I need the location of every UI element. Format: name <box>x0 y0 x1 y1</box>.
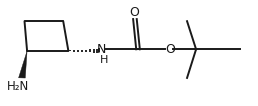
Text: H: H <box>100 55 108 65</box>
Text: N: N <box>97 43 107 56</box>
Text: O: O <box>129 6 139 19</box>
Polygon shape <box>19 51 27 78</box>
Text: O: O <box>165 43 175 56</box>
Text: H₂N: H₂N <box>7 80 29 93</box>
